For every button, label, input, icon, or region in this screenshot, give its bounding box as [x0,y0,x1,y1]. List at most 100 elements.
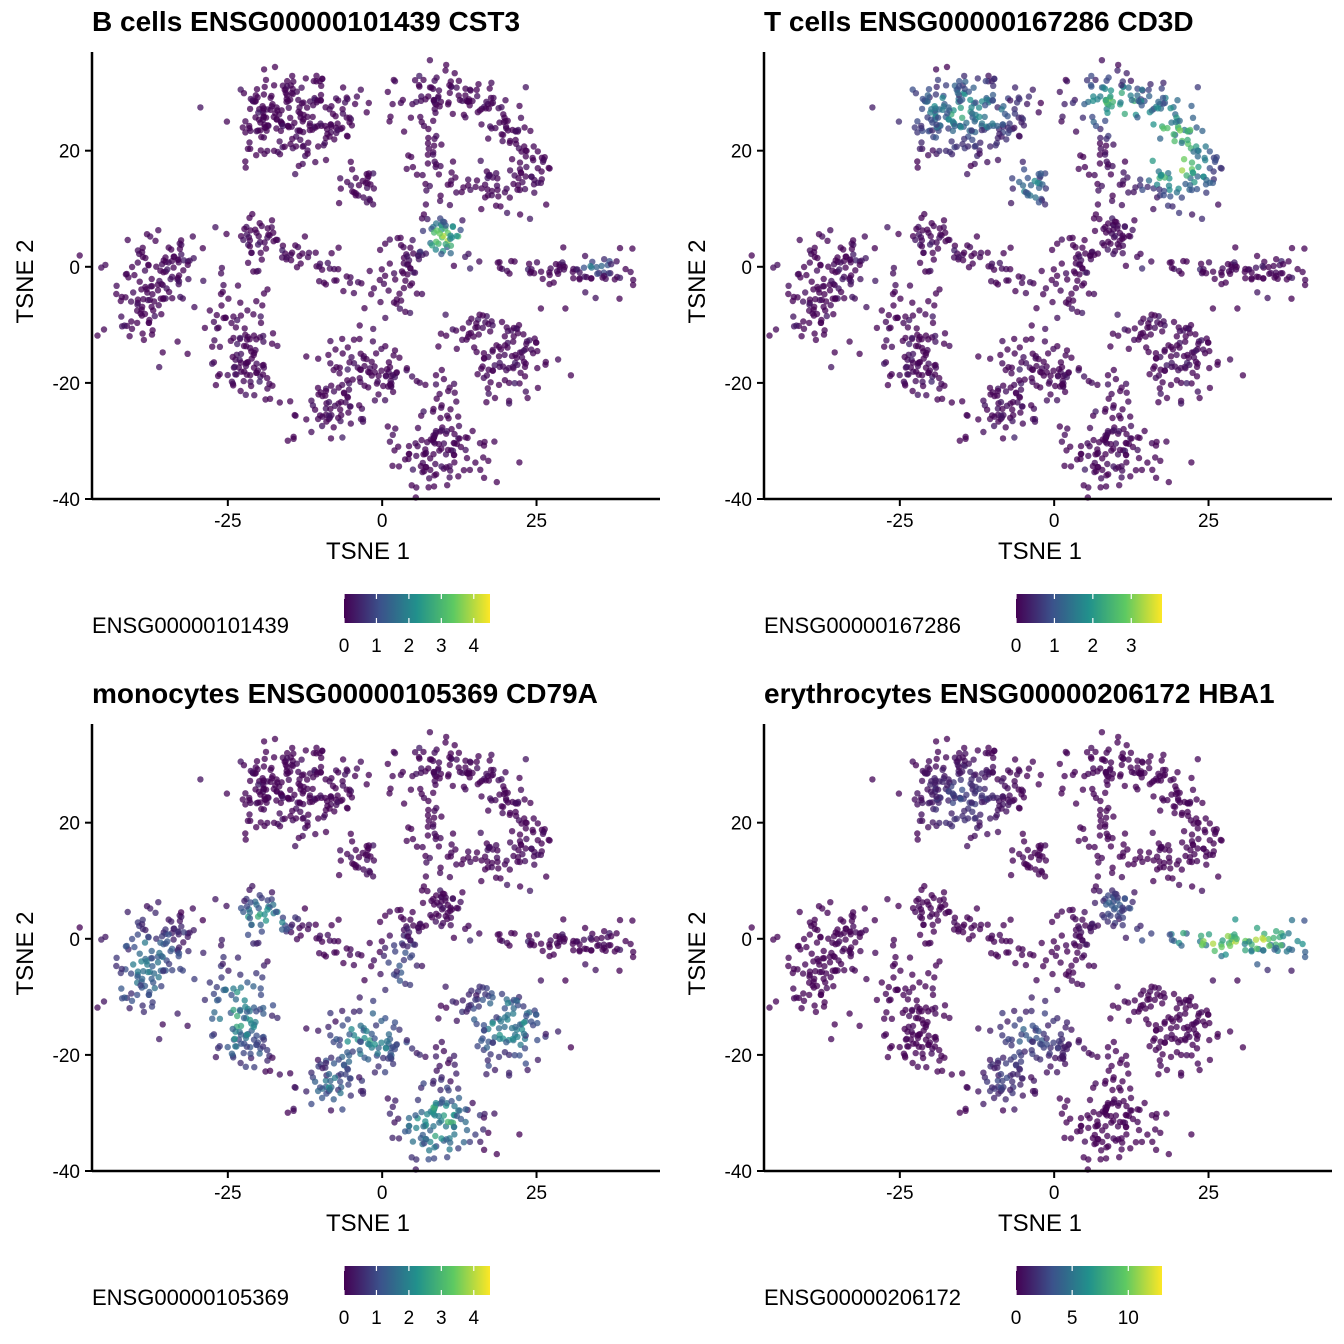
cell-point [482,777,489,784]
cell-point [919,227,926,234]
cell-point [404,271,411,278]
cell-point [134,296,142,303]
cell-point [168,246,175,253]
cell-point [1150,365,1157,372]
cell-point [481,1110,488,1118]
cell-point [1199,940,1207,948]
cell-point [356,1047,363,1054]
cell-point [516,774,523,782]
cell-point [1096,140,1104,147]
cell-point [253,1008,260,1015]
cell-point [466,758,474,765]
cell-point [1035,842,1042,850]
cell-point [822,298,830,305]
cell-point [944,908,952,915]
x-tick-label: 25 [526,511,547,532]
cell-point [478,121,485,128]
cell-point [936,234,943,241]
cell-point [1088,744,1095,752]
cell-point [841,295,848,302]
cell-point [222,314,229,322]
cell-point [237,387,244,395]
cell-point [516,211,524,218]
cell-point [1173,333,1180,340]
cell-point [122,943,130,950]
cell-point [422,446,429,453]
cell-point [374,378,381,385]
cell-point [1202,815,1209,822]
cell-point [1102,451,1109,458]
cell-point [1058,260,1065,267]
cell-point [1054,373,1062,380]
cell-point [386,1053,394,1060]
cell-point [1020,838,1028,845]
cell-point [389,100,396,108]
cell-point [1217,164,1224,172]
cell-point [428,914,436,921]
cell-point [1063,750,1071,757]
cell-point [261,755,268,763]
cell-point [216,1043,223,1050]
cell-point [432,246,439,253]
cell-point [328,1054,335,1061]
cell-point [1184,136,1191,144]
cell-point [1042,325,1049,333]
cell-point [1052,382,1059,390]
cell-point [429,408,437,415]
cell-point [178,251,185,258]
cell-point [493,342,500,349]
cell-point [365,384,372,391]
cell-point [582,961,589,968]
cell-point [1011,124,1018,131]
cell-point [550,951,557,958]
cell-point [455,1145,462,1152]
cell-point [259,1043,267,1050]
cell-point [811,244,818,251]
cell-point [831,349,838,356]
cell-point [826,287,834,294]
cell-point [220,953,227,961]
cell-point [1092,794,1100,802]
cell-point [278,254,286,261]
cell-point [462,434,469,441]
cell-point [471,1016,478,1023]
cell-point [449,326,456,333]
cell-point [180,929,188,936]
cell-point [409,835,417,843]
cell-point [1114,311,1121,318]
cell-point [1058,908,1065,915]
cell-point [1214,358,1221,366]
cell-point [400,284,408,292]
cell-point [949,127,957,135]
cell-point [346,359,353,366]
cell-point [562,977,569,984]
cell-point [176,917,184,925]
cell-point [976,253,984,261]
cell-point [279,247,286,254]
cell-point [248,348,255,355]
cell-point [331,1074,339,1081]
cell-point [413,843,421,850]
cell-point [889,270,897,277]
cell-point [389,772,396,780]
cell-point [1254,289,1261,296]
cell-point [327,1077,334,1085]
cell-point [1102,142,1110,149]
cell-point [545,836,552,844]
cell-point [998,106,1005,113]
cell-point [534,364,541,372]
cell-point [914,164,921,171]
cell-point [1110,141,1117,148]
cell-point [582,289,589,296]
cell-point [978,798,985,806]
cell-point [1188,211,1196,218]
cell-point [217,270,225,277]
cell-point [382,912,389,919]
cell-point [424,439,431,446]
cell-point [455,473,462,480]
cell-point [523,1012,530,1020]
cell-point [1022,336,1030,343]
cell-point [576,947,583,954]
cell-point [231,1035,238,1042]
